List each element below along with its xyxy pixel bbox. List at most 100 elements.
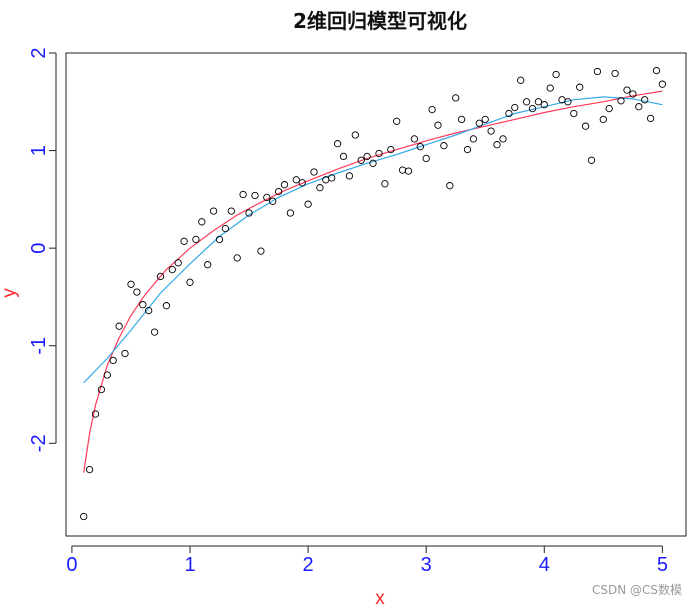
data-point (552, 70, 560, 79)
data-point (646, 114, 655, 123)
data-point (139, 301, 147, 309)
plot-frame (65, 52, 687, 537)
data-point (192, 235, 200, 244)
x-tick-label: 4 (539, 554, 550, 576)
data-point (440, 142, 448, 150)
data-point (333, 140, 342, 148)
data-point (416, 143, 424, 151)
x-tick-label: 5 (657, 554, 668, 576)
data-point (162, 302, 171, 310)
data-point (452, 94, 460, 102)
data-point (298, 179, 306, 187)
data-point (505, 109, 513, 118)
data-point (469, 135, 478, 143)
data-point (422, 154, 430, 163)
data-point (204, 261, 212, 269)
data-point (357, 156, 365, 164)
data-point (393, 117, 401, 125)
fit-curve-1 (83, 90, 663, 473)
data-point (269, 197, 277, 205)
data-point (428, 105, 436, 114)
data-point (511, 103, 519, 112)
data-point (652, 66, 661, 75)
data-point (280, 181, 289, 189)
data-point (115, 322, 123, 330)
data-point (180, 237, 188, 245)
data-point (564, 98, 572, 106)
x-tick-label: 0 (66, 554, 77, 576)
data-point (599, 115, 607, 124)
data-point (310, 168, 318, 176)
data-point (410, 135, 419, 143)
y-tick-label: -1 (28, 337, 50, 355)
data-point (198, 218, 206, 226)
data-point (239, 190, 247, 199)
data-point (328, 174, 336, 182)
data-point (363, 152, 371, 161)
data-point (457, 115, 466, 124)
data-point (658, 80, 667, 88)
data-point (546, 84, 554, 92)
data-point (475, 119, 483, 127)
data-point (487, 127, 495, 135)
data-point (635, 103, 643, 111)
data-point (97, 385, 106, 394)
data-point (499, 135, 507, 143)
data-point (80, 512, 88, 521)
data-point (286, 209, 295, 217)
data-point (316, 184, 324, 192)
data-point (351, 131, 359, 139)
data-point (209, 207, 218, 215)
data-point (381, 180, 389, 188)
data-point (481, 115, 489, 124)
data-point (587, 156, 596, 164)
x-tick-label: 1 (184, 554, 195, 576)
data-point (605, 104, 613, 113)
data-point (434, 121, 442, 129)
data-point (339, 152, 348, 161)
data-point (611, 69, 619, 78)
data-point (593, 67, 602, 76)
y-tick-label: 2 (28, 47, 50, 58)
data-point (398, 166, 407, 174)
data-point (257, 247, 265, 255)
data-point (233, 254, 241, 262)
data-point (168, 265, 176, 274)
data-point (127, 280, 135, 288)
data-point (404, 167, 413, 175)
data-point (375, 149, 383, 158)
data-point (641, 96, 649, 104)
data-point (245, 209, 253, 217)
y-tick-label: 1 (28, 145, 50, 156)
data-point (215, 235, 224, 244)
data-point (581, 122, 590, 130)
watermark: CSDN @CS数模 (592, 582, 682, 597)
data-point (263, 193, 271, 202)
data-point (629, 90, 637, 98)
data-point (369, 159, 377, 167)
data-point (227, 207, 235, 215)
y-axis: -2 -1 0 1 2 (28, 47, 57, 452)
y-tick-label: 0 (28, 243, 50, 254)
data-point (85, 465, 94, 474)
x-tick-label: 2 (303, 554, 314, 576)
data-point (150, 328, 159, 336)
data-point (145, 306, 153, 315)
data-point (534, 98, 543, 106)
data-point (274, 187, 283, 196)
data-point (517, 76, 525, 84)
data-point (570, 109, 578, 118)
data-point (387, 145, 395, 154)
data-point (617, 97, 625, 105)
data-point (493, 141, 501, 149)
data-point (463, 145, 472, 154)
data-point (174, 259, 182, 267)
data-point (345, 172, 354, 180)
x-axis: 0 1 2 3 4 5 (66, 545, 668, 576)
data-point (156, 272, 165, 281)
y-axis-label: y (0, 288, 20, 298)
fit-lines (83, 90, 663, 473)
data-point (121, 349, 129, 358)
fit-curve-2 (83, 96, 663, 384)
